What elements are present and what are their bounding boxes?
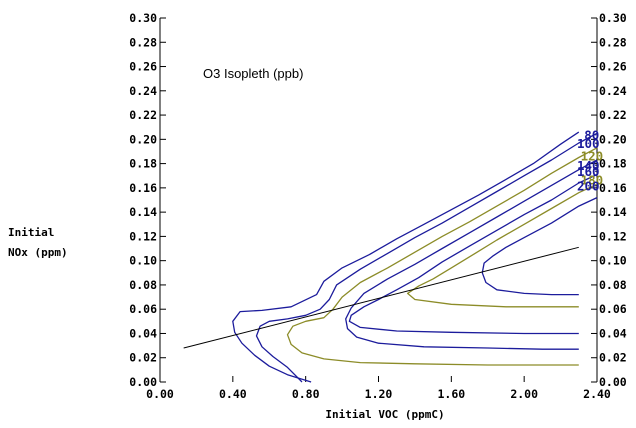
contour-label-80: 80 bbox=[584, 128, 599, 143]
y-tick-label-right: 0.28 bbox=[599, 35, 627, 49]
y-tick-label-left: 0.08 bbox=[129, 278, 157, 292]
y-tick-label-right: 0.10 bbox=[599, 254, 627, 268]
ridge-line-segment bbox=[183, 246, 579, 349]
y-tick-label-right: 0.02 bbox=[599, 351, 627, 365]
x-tick-label: 2.00 bbox=[510, 387, 538, 401]
contour-label-140: 140 bbox=[577, 158, 600, 173]
ridge-line bbox=[183, 246, 579, 349]
y-tick-label-left: 0.24 bbox=[129, 84, 157, 98]
y-tick-label-right: 0.12 bbox=[599, 229, 627, 243]
plot-area bbox=[159, 18, 598, 382]
x-tick-label: 0.00 bbox=[146, 387, 174, 401]
y-tick-label-left: 0.20 bbox=[129, 132, 157, 146]
contour-line-120 bbox=[286, 147, 598, 366]
contour-line-200 bbox=[481, 197, 598, 296]
contour-label-180: 180 bbox=[581, 173, 604, 188]
isopleth-contours bbox=[232, 131, 598, 383]
y-tick-label-left: 0.02 bbox=[129, 351, 157, 365]
chart-title: O3 Isopleth (ppb) bbox=[203, 66, 303, 81]
y-tick-label-right: 0.18 bbox=[599, 157, 627, 171]
y-tick-label-left: 0.26 bbox=[129, 60, 157, 74]
x-axis-title: Initial VOC (ppmC) bbox=[325, 408, 444, 421]
x-tick-label: 1.60 bbox=[437, 387, 465, 401]
contour-label-160: 160 bbox=[577, 164, 600, 179]
x-tick-label: 2.40 bbox=[583, 387, 611, 401]
y-tick-label-left: 0.12 bbox=[129, 229, 157, 243]
y-tick-label-right: 0.04 bbox=[599, 326, 627, 340]
y-tick-label-left: 0.00 bbox=[129, 375, 157, 389]
y-tick-label-left: 0.14 bbox=[129, 205, 157, 219]
y-tick-label-left: 0.28 bbox=[129, 35, 157, 49]
y-tick-label-left: 0.22 bbox=[129, 108, 157, 122]
y-tick-label-left: 0.30 bbox=[129, 11, 157, 25]
y-tick-label-right: 0.22 bbox=[599, 108, 627, 122]
y-tick-label-right: 0.06 bbox=[599, 302, 627, 316]
contour-line-100 bbox=[255, 132, 598, 383]
y-tick-label-left: 0.04 bbox=[129, 326, 157, 340]
y-tick-label-right: 0.20 bbox=[599, 132, 627, 146]
y-tick-label-left: 0.18 bbox=[129, 157, 157, 171]
contour-line-80 bbox=[232, 131, 580, 383]
y-tick-label-right: 0.00 bbox=[599, 375, 627, 389]
y-axis-left: 0.00 0.02 0.04 0.06 0.08 0.10 0.12 0.14 0.16 0.18… bbox=[129, 11, 166, 389]
y-tick-label-right: 0.14 bbox=[599, 205, 627, 219]
contour-label-100: 100 bbox=[577, 136, 600, 151]
y-tick-label-right: 0.26 bbox=[599, 60, 627, 74]
contour-label-200: 200 bbox=[577, 179, 600, 194]
contour-line-140 bbox=[345, 159, 598, 350]
x-axis: 0.00 0.40 0.80 1.20 1.60 2.00 2.40 bbox=[146, 376, 611, 401]
y-tick-label-right: 0.08 bbox=[599, 278, 627, 292]
y-axis-right: 0.00 0.02 0.04 0.06 0.08 0.10 0.12 0.14 0.16 0.18… bbox=[591, 11, 627, 389]
contour-line-180 bbox=[406, 183, 598, 308]
y-tick-label-left: 0.06 bbox=[129, 302, 157, 316]
contour-label-120: 120 bbox=[581, 148, 604, 163]
y-axis-title-line-2: NOx (ppm) bbox=[8, 246, 68, 259]
y-tick-label-right: 0.30 bbox=[599, 11, 627, 25]
y-tick-label-right: 0.16 bbox=[599, 181, 627, 195]
x-tick-label: 0.40 bbox=[219, 387, 247, 401]
x-tick-label: 1.20 bbox=[365, 387, 393, 401]
y-tick-label-left: 0.16 bbox=[129, 181, 157, 195]
y-tick-label-left: 0.10 bbox=[129, 254, 157, 268]
x-tick-label: 0.80 bbox=[292, 387, 320, 401]
y-tick-label-right: 0.24 bbox=[599, 84, 627, 98]
y-axis-title-line-1: Initial bbox=[8, 226, 54, 239]
contour-line-160 bbox=[348, 173, 598, 335]
